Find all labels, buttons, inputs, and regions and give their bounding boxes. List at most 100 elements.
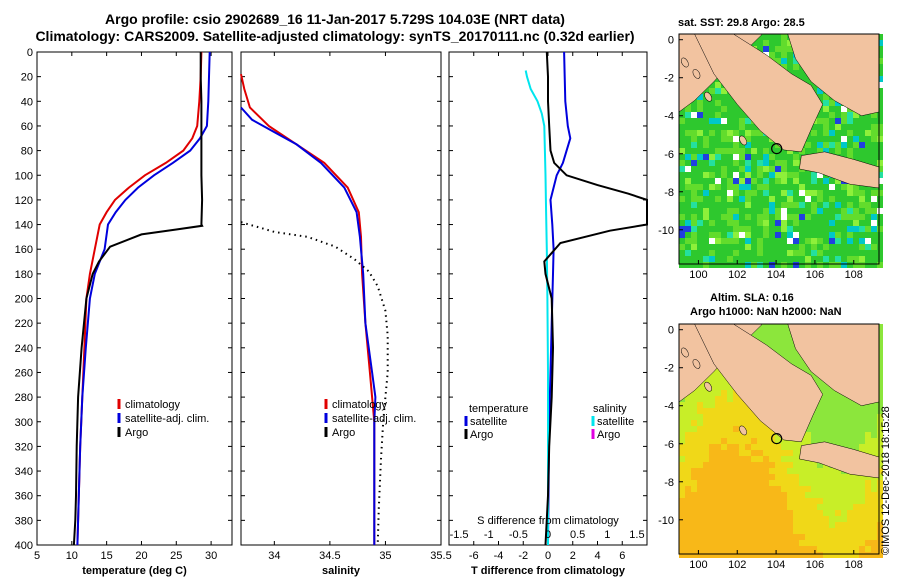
map-cell	[787, 172, 793, 178]
map-cell	[745, 522, 751, 528]
map-cell	[685, 244, 691, 250]
map-cell	[709, 226, 715, 232]
legend-label: Argo	[125, 427, 148, 439]
map-cell	[757, 220, 763, 226]
map-cell	[769, 184, 775, 190]
map-cell	[781, 214, 787, 220]
map-cell	[709, 438, 715, 444]
map-cell	[715, 148, 721, 154]
map-cell	[715, 390, 721, 396]
map-cell	[685, 432, 691, 438]
map-cell	[733, 148, 739, 154]
map-cell	[697, 220, 703, 226]
map-cell	[847, 432, 853, 438]
map-cell	[811, 486, 817, 492]
map-cell	[841, 402, 847, 408]
map-cell	[757, 160, 763, 166]
map-cell	[763, 40, 769, 46]
map-cell	[805, 232, 811, 238]
map-cell	[709, 106, 715, 112]
map-cell	[829, 510, 835, 516]
map-cell	[829, 516, 835, 522]
map-cell	[799, 360, 805, 366]
map-cell	[781, 492, 787, 498]
map-cell	[853, 522, 859, 528]
map-cell	[727, 450, 733, 456]
map-cell	[733, 474, 739, 480]
map-cell	[805, 510, 811, 516]
map-cell	[721, 154, 727, 160]
map-cell	[733, 160, 739, 166]
map-cell	[877, 492, 883, 498]
map-cell	[787, 256, 793, 262]
map-cell	[733, 444, 739, 450]
map-cell	[703, 100, 709, 106]
map-cell	[865, 160, 871, 166]
map-cell	[751, 456, 757, 462]
map-cell	[757, 510, 763, 516]
map-cell	[763, 160, 769, 166]
map-cell	[871, 136, 877, 142]
map-cell	[733, 486, 739, 492]
map-cell	[787, 546, 793, 552]
map-cell	[823, 534, 829, 540]
map-cell	[745, 202, 751, 208]
map-cell	[709, 456, 715, 462]
map-cell	[865, 142, 871, 148]
map-cell	[685, 456, 691, 462]
map-cell	[763, 166, 769, 172]
map-cell	[715, 432, 721, 438]
map-cell	[823, 202, 829, 208]
map-cell	[865, 232, 871, 238]
island	[692, 69, 701, 79]
map-cell	[733, 432, 739, 438]
map-cell	[853, 190, 859, 196]
map-cell	[727, 220, 733, 226]
map-cell	[787, 534, 793, 540]
map-cell	[817, 124, 823, 130]
map-lon-label: 108	[845, 559, 863, 571]
map-cell	[727, 540, 733, 546]
map-cell	[691, 244, 697, 250]
map-cell	[697, 420, 703, 426]
map-cell	[679, 402, 685, 408]
panel-frame-salinity	[240, 51, 442, 546]
map-cell	[739, 528, 745, 534]
map-cell	[703, 142, 709, 148]
map-cell	[841, 142, 847, 148]
map-cell	[841, 408, 847, 414]
map-cell	[817, 462, 823, 468]
map-cell	[877, 420, 883, 426]
map-cell	[739, 438, 745, 444]
map-cell	[679, 510, 685, 516]
map-cell	[793, 178, 799, 184]
map-cell	[697, 196, 703, 202]
map-cell	[799, 238, 805, 244]
map-cell	[763, 468, 769, 474]
map-cell	[823, 420, 829, 426]
map-cell	[715, 396, 721, 402]
map-cell	[793, 504, 799, 510]
map-cell	[859, 220, 865, 226]
map-cell	[733, 190, 739, 196]
map-lat-label: -10	[658, 515, 674, 527]
map-cell	[787, 190, 793, 196]
map-cell	[859, 420, 865, 426]
map-cell	[781, 546, 787, 552]
map-cell	[745, 510, 751, 516]
map-cell	[751, 214, 757, 220]
map-cell	[871, 420, 877, 426]
map-cell	[787, 58, 793, 64]
map-cell	[793, 354, 799, 360]
map-cell	[871, 232, 877, 238]
map-cell	[727, 420, 733, 426]
map-cell	[739, 166, 745, 172]
map-cell	[811, 372, 817, 378]
map-cell	[781, 474, 787, 480]
map-cell	[691, 160, 697, 166]
map-cell	[853, 486, 859, 492]
sla-map-subtitle: Argo h1000: NaN h2000: NaN	[690, 306, 842, 318]
map-cell	[877, 166, 883, 172]
map-cell	[697, 124, 703, 130]
map-cell	[877, 262, 883, 268]
